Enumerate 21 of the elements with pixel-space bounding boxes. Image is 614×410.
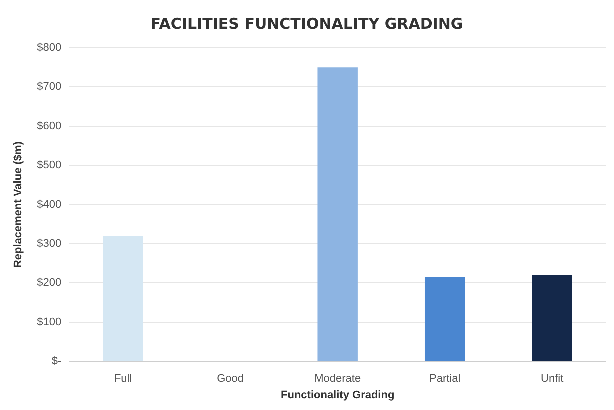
y-tick-label: $500	[37, 160, 62, 172]
x-tick-label: Full	[114, 373, 132, 386]
y-tick-label: $-	[52, 356, 62, 368]
bar	[424, 277, 466, 362]
chart-title: FACILITIES FUNCTIONALITY GRADING	[150, 14, 464, 33]
bar	[103, 236, 144, 362]
y-tick-label: $300	[37, 238, 62, 250]
bar	[532, 275, 572, 362]
x-axis-title: Functionality Grading	[281, 389, 395, 402]
y-tick-label: $100	[37, 316, 62, 328]
bar	[318, 68, 358, 362]
y-axis-title: Replacement Value ($m)	[12, 141, 25, 268]
x-tick-label: Unfit	[541, 373, 564, 386]
y-tick-label: $600	[37, 120, 62, 132]
x-tick-label: Good	[217, 373, 244, 386]
y-tick-label: $200	[37, 277, 62, 290]
x-tick-label: Moderate	[314, 373, 362, 386]
y-tick-label: $400	[37, 198, 62, 211]
y-tick-label: $700	[37, 81, 62, 94]
y-tick-label: $800	[37, 42, 62, 54]
x-tick-label: Partial	[430, 373, 461, 386]
